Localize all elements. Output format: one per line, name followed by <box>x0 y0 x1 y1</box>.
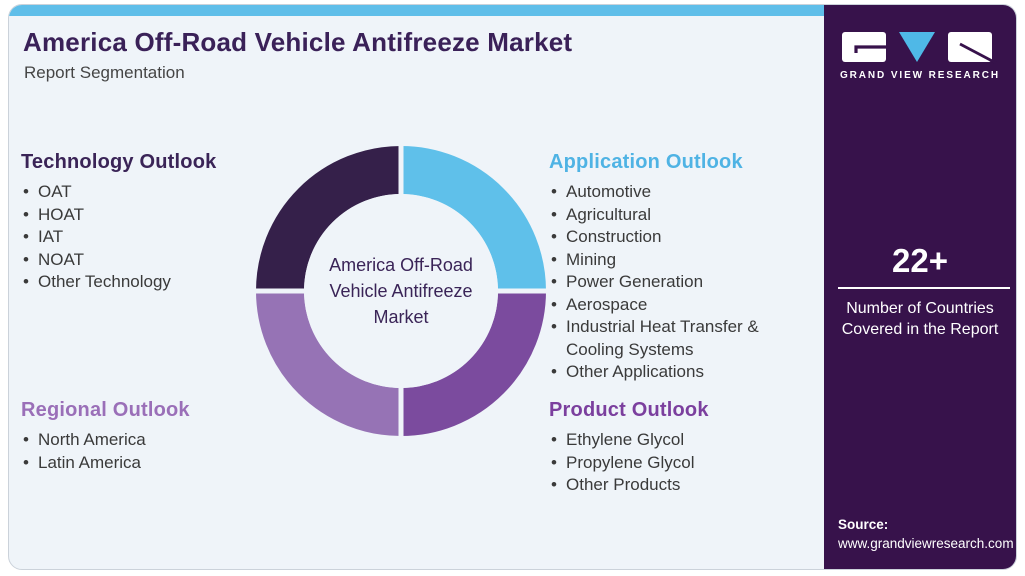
countries-stat: 22+ Number of Countries Covered in the R… <box>824 243 1016 340</box>
section-product-outlook: Product Outlook Ethylene Glycol Propylen… <box>549 399 811 497</box>
top-accent-bar <box>9 5 824 16</box>
list-item: Other Products <box>549 474 799 497</box>
list-item: North America <box>21 429 271 452</box>
donut-center-line: Vehicle Antifreeze <box>329 281 473 301</box>
list-item: NOAT <box>21 249 271 272</box>
donut-segment-application <box>400 146 546 292</box>
donut-hole <box>304 194 498 388</box>
list-item: Other Technology <box>21 271 271 294</box>
page-title: America Off-Road Vehicle Antifreeze Mark… <box>23 27 573 57</box>
stat-value: 22+ <box>892 242 948 279</box>
page-subtitle: Report Segmentation <box>24 63 185 82</box>
stat-divider <box>838 287 1010 289</box>
list-item: Mining <box>549 249 799 272</box>
product-outlook-heading: Product Outlook <box>549 399 709 421</box>
technology-outlook-list: OAT HOAT IAT NOAT Other Technology <box>21 181 271 294</box>
source-url: www.grandviewresearch.com <box>838 536 1014 551</box>
list-item: Power Generation <box>549 271 799 294</box>
donut-segment-regional <box>256 290 402 436</box>
regional-outlook-list: North America Latin America <box>21 429 271 474</box>
segmentation-donut-chart <box>256 146 546 436</box>
source-label: Source: <box>838 517 889 532</box>
logo-g-notch <box>854 45 886 53</box>
report-card: America Off-Road Vehicle Antifreeze Mark… <box>8 4 1017 570</box>
list-item: IAT <box>21 226 271 249</box>
gvr-logo-wordmark: GRAND VIEW RESEARCH <box>840 70 1000 81</box>
source-block: Source: www.grandviewresearch.com <box>838 515 1014 553</box>
list-item: Agricultural <box>549 204 799 227</box>
sidebar: GRAND VIEW RESEARCH 22+ Number of Countr… <box>824 5 1016 569</box>
section-technology-outlook: Technology Outlook OAT HOAT IAT NOAT Oth… <box>21 151 261 294</box>
technology-outlook-heading: Technology Outlook <box>21 151 217 173</box>
list-item: Construction <box>549 226 799 249</box>
donut-center-label: America Off-Road Vehicle Antifreeze Mark… <box>304 194 498 388</box>
donut-center-line: America Off-Road <box>329 255 473 275</box>
gvr-logo: GRAND VIEW RESEARCH <box>824 31 1016 81</box>
donut-segment-product <box>400 290 546 436</box>
list-item: Ethylene Glycol <box>549 429 799 452</box>
regional-outlook-heading: Regional Outlook <box>21 399 190 421</box>
stat-label: Number of Countries Covered in the Repor… <box>841 300 999 338</box>
application-outlook-list: Automotive Agricultural Construction Min… <box>549 181 799 384</box>
gvr-logo-icon <box>842 32 997 64</box>
section-application-outlook: Application Outlook Automotive Agricultu… <box>549 151 811 384</box>
donut-center-line: Market <box>373 307 429 327</box>
application-outlook-heading: Application Outlook <box>549 151 743 173</box>
list-item: Automotive <box>549 181 799 204</box>
donut-segment-technology <box>256 146 402 292</box>
logo-r-diagonal <box>959 42 997 64</box>
list-item: OAT <box>21 181 271 204</box>
list-item: Propylene Glycol <box>549 452 799 475</box>
list-item: Industrial Heat Transfer & Cooling Syste… <box>549 316 799 361</box>
product-outlook-list: Ethylene Glycol Propylene Glycol Other P… <box>549 429 799 497</box>
section-regional-outlook: Regional Outlook North America Latin Ame… <box>21 399 261 474</box>
logo-v-triangle <box>899 32 935 62</box>
list-item: HOAT <box>21 204 271 227</box>
list-item: Aerospace <box>549 294 799 317</box>
list-item: Other Applications <box>549 361 799 384</box>
list-item: Latin America <box>21 452 271 475</box>
